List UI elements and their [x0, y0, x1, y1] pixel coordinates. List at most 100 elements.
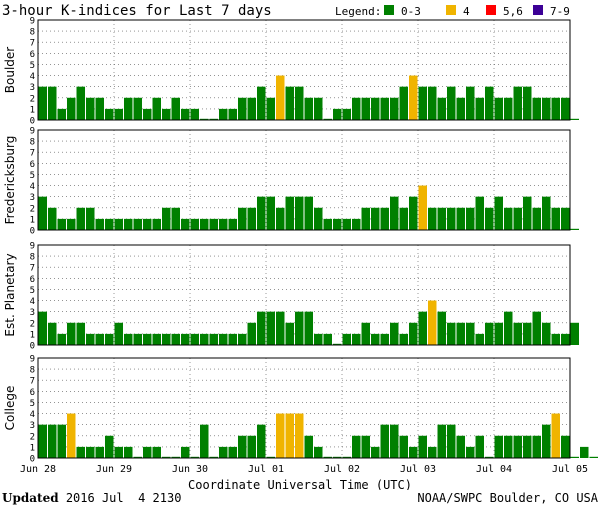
k-index-bar — [447, 207, 456, 230]
k-index-bar — [380, 207, 389, 230]
k-index-bar — [200, 333, 209, 345]
k-index-bar — [285, 413, 294, 458]
k-index-bar — [523, 435, 532, 458]
y-tick-label: 6 — [30, 388, 35, 398]
k-index-bar — [589, 456, 598, 458]
k-index-bar — [333, 456, 342, 458]
y-tick-label: 4 — [30, 182, 35, 192]
k-index-bar — [238, 435, 247, 458]
k-index-bar — [437, 97, 446, 120]
k-index-bar — [418, 185, 427, 230]
k-index-bar — [494, 97, 503, 120]
k-index-bar — [133, 218, 142, 230]
k-index-bar — [162, 207, 171, 230]
k-index-bar — [352, 435, 361, 458]
k-index-bar — [95, 446, 104, 458]
k-index-bar — [190, 108, 199, 120]
y-tick-label: 6 — [30, 275, 35, 285]
k-index-bar — [428, 86, 437, 120]
k-index-bar — [314, 446, 323, 458]
k-index-bar — [86, 207, 95, 230]
k-index-bar — [76, 322, 85, 345]
k-index-bar — [133, 456, 142, 458]
k-index-bar — [323, 333, 332, 345]
k-index-bar — [361, 97, 370, 120]
k-index-bar — [228, 108, 237, 120]
k-index-bar — [542, 424, 551, 458]
k-index-bar — [76, 446, 85, 458]
y-tick-label: 2 — [30, 94, 35, 104]
k-index-bar — [580, 446, 589, 458]
k-index-bar — [38, 196, 47, 230]
k-index-bar — [228, 446, 237, 458]
panel-frame — [37, 357, 571, 459]
legend-swatch — [533, 5, 543, 15]
k-index-bar — [570, 228, 579, 230]
k-index-bar — [57, 424, 66, 458]
y-tick-label: 4 — [30, 410, 35, 420]
k-index-bar — [551, 413, 560, 458]
k-index-bar — [48, 424, 57, 458]
k-index-bar — [399, 435, 408, 458]
station-label: College — [3, 386, 17, 431]
k-index-bar — [409, 446, 418, 458]
y-tick-label: 4 — [30, 297, 35, 307]
k-index-bar — [95, 218, 104, 230]
k-index-bar — [143, 108, 152, 120]
k-index-bar — [475, 97, 484, 120]
k-index-bar — [390, 196, 399, 230]
x-axis-ticks: Jun 28 Jun 29 Jun 30 Jul 01 Jul 02 Jul 03 Jul … — [20, 464, 588, 475]
k-index-bar — [219, 218, 228, 230]
k-index-bar — [238, 97, 247, 120]
k-index-bar — [428, 446, 437, 458]
station-label: Est. Planetary — [3, 253, 17, 336]
k-index-bar — [418, 86, 427, 120]
x-axis-label: Coordinate Universal Time (UTC) — [188, 478, 412, 490]
k-index-bar — [390, 424, 399, 458]
k-index-bar — [124, 97, 133, 120]
k-index-bar — [86, 97, 95, 120]
k-index-bar — [295, 413, 304, 458]
k-index-bar — [466, 86, 475, 120]
k-index-bar — [342, 218, 351, 230]
k-index-bar — [276, 311, 285, 345]
k-index-bar — [114, 218, 123, 230]
k-index-bar — [466, 446, 475, 458]
k-index-bar — [485, 456, 494, 458]
k-index-bar — [67, 97, 76, 120]
k-index-bar — [304, 435, 313, 458]
k-index-bar — [181, 108, 190, 120]
k-index-bar — [76, 207, 85, 230]
k-index-bar — [266, 97, 275, 120]
y-tick-label: 9 — [30, 242, 35, 252]
legend-swatch — [486, 5, 496, 15]
k-index-bar — [57, 218, 66, 230]
k-index-bar — [380, 424, 389, 458]
k-index-bar — [456, 207, 465, 230]
k-index-bar — [57, 333, 66, 345]
k-index-bar — [466, 207, 475, 230]
k-index-bar — [371, 207, 380, 230]
y-tick-label: 4 — [30, 72, 35, 82]
k-index-bar — [171, 456, 180, 458]
k-index-bar — [418, 311, 427, 345]
y-tick-label: 8 — [30, 138, 35, 148]
k-index-bar — [513, 322, 522, 345]
k-index-bar — [342, 456, 351, 458]
legend: Legend: 0-3 4 5,6 7-9 — [335, 5, 570, 18]
k-index-bar — [114, 108, 123, 120]
k-index-bar — [171, 333, 180, 345]
k-index-bar — [38, 311, 47, 345]
y-tick-label: 5 — [30, 286, 35, 296]
k-index-bar — [390, 97, 399, 120]
k-index-bar — [276, 75, 285, 120]
station-label: Boulder — [3, 47, 17, 94]
k-index-bar — [399, 333, 408, 345]
station-label: Fredericksburg — [3, 136, 17, 225]
y-tick-label: 2 — [30, 432, 35, 442]
k-index-bar — [190, 218, 199, 230]
legend-label: 7-9 — [550, 5, 570, 18]
k-index-bar — [219, 446, 228, 458]
k-index-bar — [532, 311, 541, 345]
panels: 0123456789Boulder0123456789Fredericksbur… — [3, 17, 598, 465]
